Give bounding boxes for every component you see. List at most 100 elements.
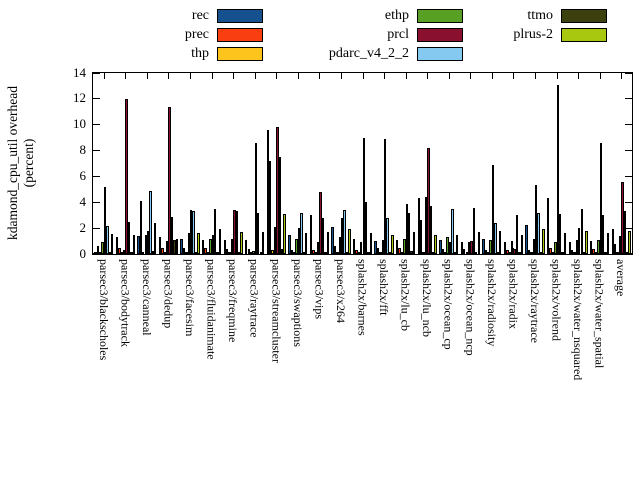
legend-label-ethp: ethp xyxy=(384,7,409,23)
bar-ethp-splash2x/radiosity xyxy=(489,239,492,254)
bar-plrus-2-splash2x/ocean_cp xyxy=(455,234,459,254)
legend-label-prcl: prcl xyxy=(387,26,409,42)
x-tick-bottom-parsec3/raytrace xyxy=(254,248,256,254)
bar-ttmo-parsec3/x264 xyxy=(345,252,349,254)
bar-prcl-parsec3/x264 xyxy=(340,217,344,254)
bar-ttmo-splash2x/water_nsquared xyxy=(582,252,586,254)
x-category-label-splash2x/barnes: splash2x/barnes xyxy=(355,259,370,336)
x-category-label-splash2x/lu_cb: splash2x/lu_cb xyxy=(398,259,413,331)
bar-ethp-parsec3/raytrace xyxy=(252,251,255,254)
bar-pdarc_v4_2_2-splash2x/volrend xyxy=(558,213,562,254)
legend-swatch-prec xyxy=(217,27,263,42)
bar-rec-parsec3/x264 xyxy=(331,226,334,254)
bar-ttmo-parsec3/bodytrack xyxy=(130,252,133,254)
x-tick-bottom-splash2x/water_nsquared xyxy=(578,248,580,254)
x-tick-bottom-parsec3/fluidanimate xyxy=(211,248,213,254)
x-category-label-parsec3/swaptions: parsec3/swaptions xyxy=(290,259,305,347)
legend-entry-ethp: ethp xyxy=(280,6,463,25)
bar-thp-splash2x/raytrace xyxy=(530,252,533,254)
y-tick-left-2 xyxy=(93,227,100,229)
bar-ttmo-splash2x/water_spatial xyxy=(604,252,607,254)
bar-prcl-parsec3/dedup xyxy=(168,106,171,254)
x-category-label-parsec3/freqmine: parsec3/freqmine xyxy=(226,259,241,343)
bar-ttmo-parsec3/facesim xyxy=(194,252,198,254)
x-category-label-splash2x/radiosity: splash2x/radiosity xyxy=(484,259,499,347)
x-tick-top-parsec3/bodytrack xyxy=(125,73,127,79)
bar-ethp-parsec3/dedup xyxy=(166,241,169,254)
x-category-label-parsec3/dedup: parsec3/dedup xyxy=(161,259,176,329)
bar-thp-parsec3/fluidanimate xyxy=(206,252,210,254)
legend-label-ttmo: ttmo xyxy=(527,7,553,23)
x-tick-top-parsec3/freqmine xyxy=(233,73,235,79)
bar-rec-splash2x/water_nsquared xyxy=(568,241,571,254)
y-tick-left-0 xyxy=(93,253,100,254)
x-tick-bottom-splash2x/radiosity xyxy=(491,248,493,254)
x-category-label-splash2x/water_spatial: splash2x/water_spatial xyxy=(592,259,607,369)
y-tick-label-2: 2 xyxy=(79,219,87,235)
bar-pdarc_v4_2_2-parsec3/freqmine xyxy=(235,211,238,254)
legend-column-3: ttmo plrus-2 xyxy=(455,6,607,44)
y-tick-label-4: 4 xyxy=(79,193,87,209)
x-tick-bottom-splash2x/ocean_cp xyxy=(448,248,450,254)
bar-rec-parsec3/bodytrack xyxy=(115,237,119,254)
bar-plrus-2-parsec3/canneal xyxy=(154,222,157,254)
bar-plrus-2-splash2x/water_spatial xyxy=(606,232,610,254)
y-tick-label-0: 0 xyxy=(79,245,87,261)
bar-ethp-parsec3/streamcluster xyxy=(273,226,277,254)
bar-pdarc_v4_2_2-splash2x/ocean_ncp xyxy=(472,208,476,254)
bar-pdarc_v4_2_2-parsec3/bodytrack xyxy=(127,222,131,254)
legend-column-2: ethp prcl pdarc_v4_2_2 xyxy=(280,6,463,63)
bar-thp-splash2x/water_nsquared xyxy=(573,252,576,254)
bar-rec-parsec3/facesim xyxy=(180,238,183,254)
bar-pdarc_v4_2_2-splash2x/lu_cb xyxy=(408,212,411,254)
bar-ethp-parsec3/swaptions xyxy=(295,238,298,254)
x-tick-top-average xyxy=(621,73,623,79)
bar-prec-parsec3/bodytrack xyxy=(118,248,121,254)
legend-entry-ttmo: ttmo xyxy=(455,6,607,25)
bar-prcl-splash2x/lu_ncb xyxy=(427,148,430,254)
legend-entry-pdarc_v4_2_2: pdarc_v4_2_2 xyxy=(280,44,463,63)
x-tick-bottom-splash2x/raytrace xyxy=(534,248,536,254)
x-category-label-parsec3/vips: parsec3/vips xyxy=(312,259,327,319)
x-tick-top-splash2x/raytrace xyxy=(534,73,536,79)
bar-plrus-2-parsec3/x264 xyxy=(348,229,351,254)
bar-thp-parsec3/vips xyxy=(314,252,317,254)
bar-prcl-parsec3/streamcluster xyxy=(276,127,279,254)
bar-plrus-2-parsec3/facesim xyxy=(197,233,200,254)
bar-thp-splash2x/water_spatial xyxy=(594,252,598,254)
bar-prcl-splash2x/raytrace xyxy=(534,185,538,254)
bar-pdarc_v4_2_2-parsec3/streamcluster xyxy=(278,157,282,254)
bar-ttmo-parsec3/raytrace xyxy=(259,252,262,254)
x-tick-bottom-splash2x/lu_cb xyxy=(405,248,407,254)
bar-plrus-2-parsec3/streamcluster xyxy=(283,213,286,254)
x-tick-top-splash2x/radiosity xyxy=(491,73,493,79)
x-category-label-parsec3/facesim: parsec3/facesim xyxy=(183,259,198,337)
x-category-label-splash2x/volrend: splash2x/volrend xyxy=(549,259,564,341)
bar-prec-splash2x/lu_cb xyxy=(398,248,401,254)
bar-ttmo-splash2x/radiosity xyxy=(496,252,500,254)
x-tick-bottom-parsec3/blackscholes xyxy=(103,248,105,254)
bar-plrus-2-average xyxy=(628,230,631,254)
bar-ttmo-parsec3/canneal xyxy=(151,251,155,254)
y-axis-label-line2: (percent) xyxy=(21,138,36,188)
y-tick-left-8 xyxy=(93,150,100,152)
bar-ttmo-splash2x/raytrace xyxy=(539,252,543,254)
legend-swatch-rec xyxy=(217,8,263,23)
bar-prec-splash2x/ocean_ncp xyxy=(463,249,466,254)
bar-rec-splash2x/raytrace xyxy=(525,224,528,254)
x-tick-top-parsec3/x264 xyxy=(340,73,342,79)
bar-prec-parsec3/raytrace xyxy=(247,249,250,254)
legend-entry-rec: rec xyxy=(100,6,263,25)
bar-prcl-average xyxy=(621,181,624,254)
legend-label-plrus-2: plrus-2 xyxy=(513,26,553,42)
bar-thp-parsec3/streamcluster xyxy=(271,250,274,254)
x-tick-bottom-parsec3/vips xyxy=(319,248,321,254)
bar-prcl-splash2x/lu_cb xyxy=(405,203,408,254)
bar-prcl-parsec3/swaptions xyxy=(297,228,301,254)
bar-ttmo-splash2x/lu_ncb xyxy=(431,252,435,254)
bar-thp-splash2x/volrend xyxy=(551,252,555,254)
bar-ethp-parsec3/facesim xyxy=(187,232,190,254)
bar-rec-average xyxy=(611,229,614,254)
bar-rec-splash2x/radix xyxy=(503,241,507,254)
bar-ttmo-parsec3/vips xyxy=(324,252,327,254)
